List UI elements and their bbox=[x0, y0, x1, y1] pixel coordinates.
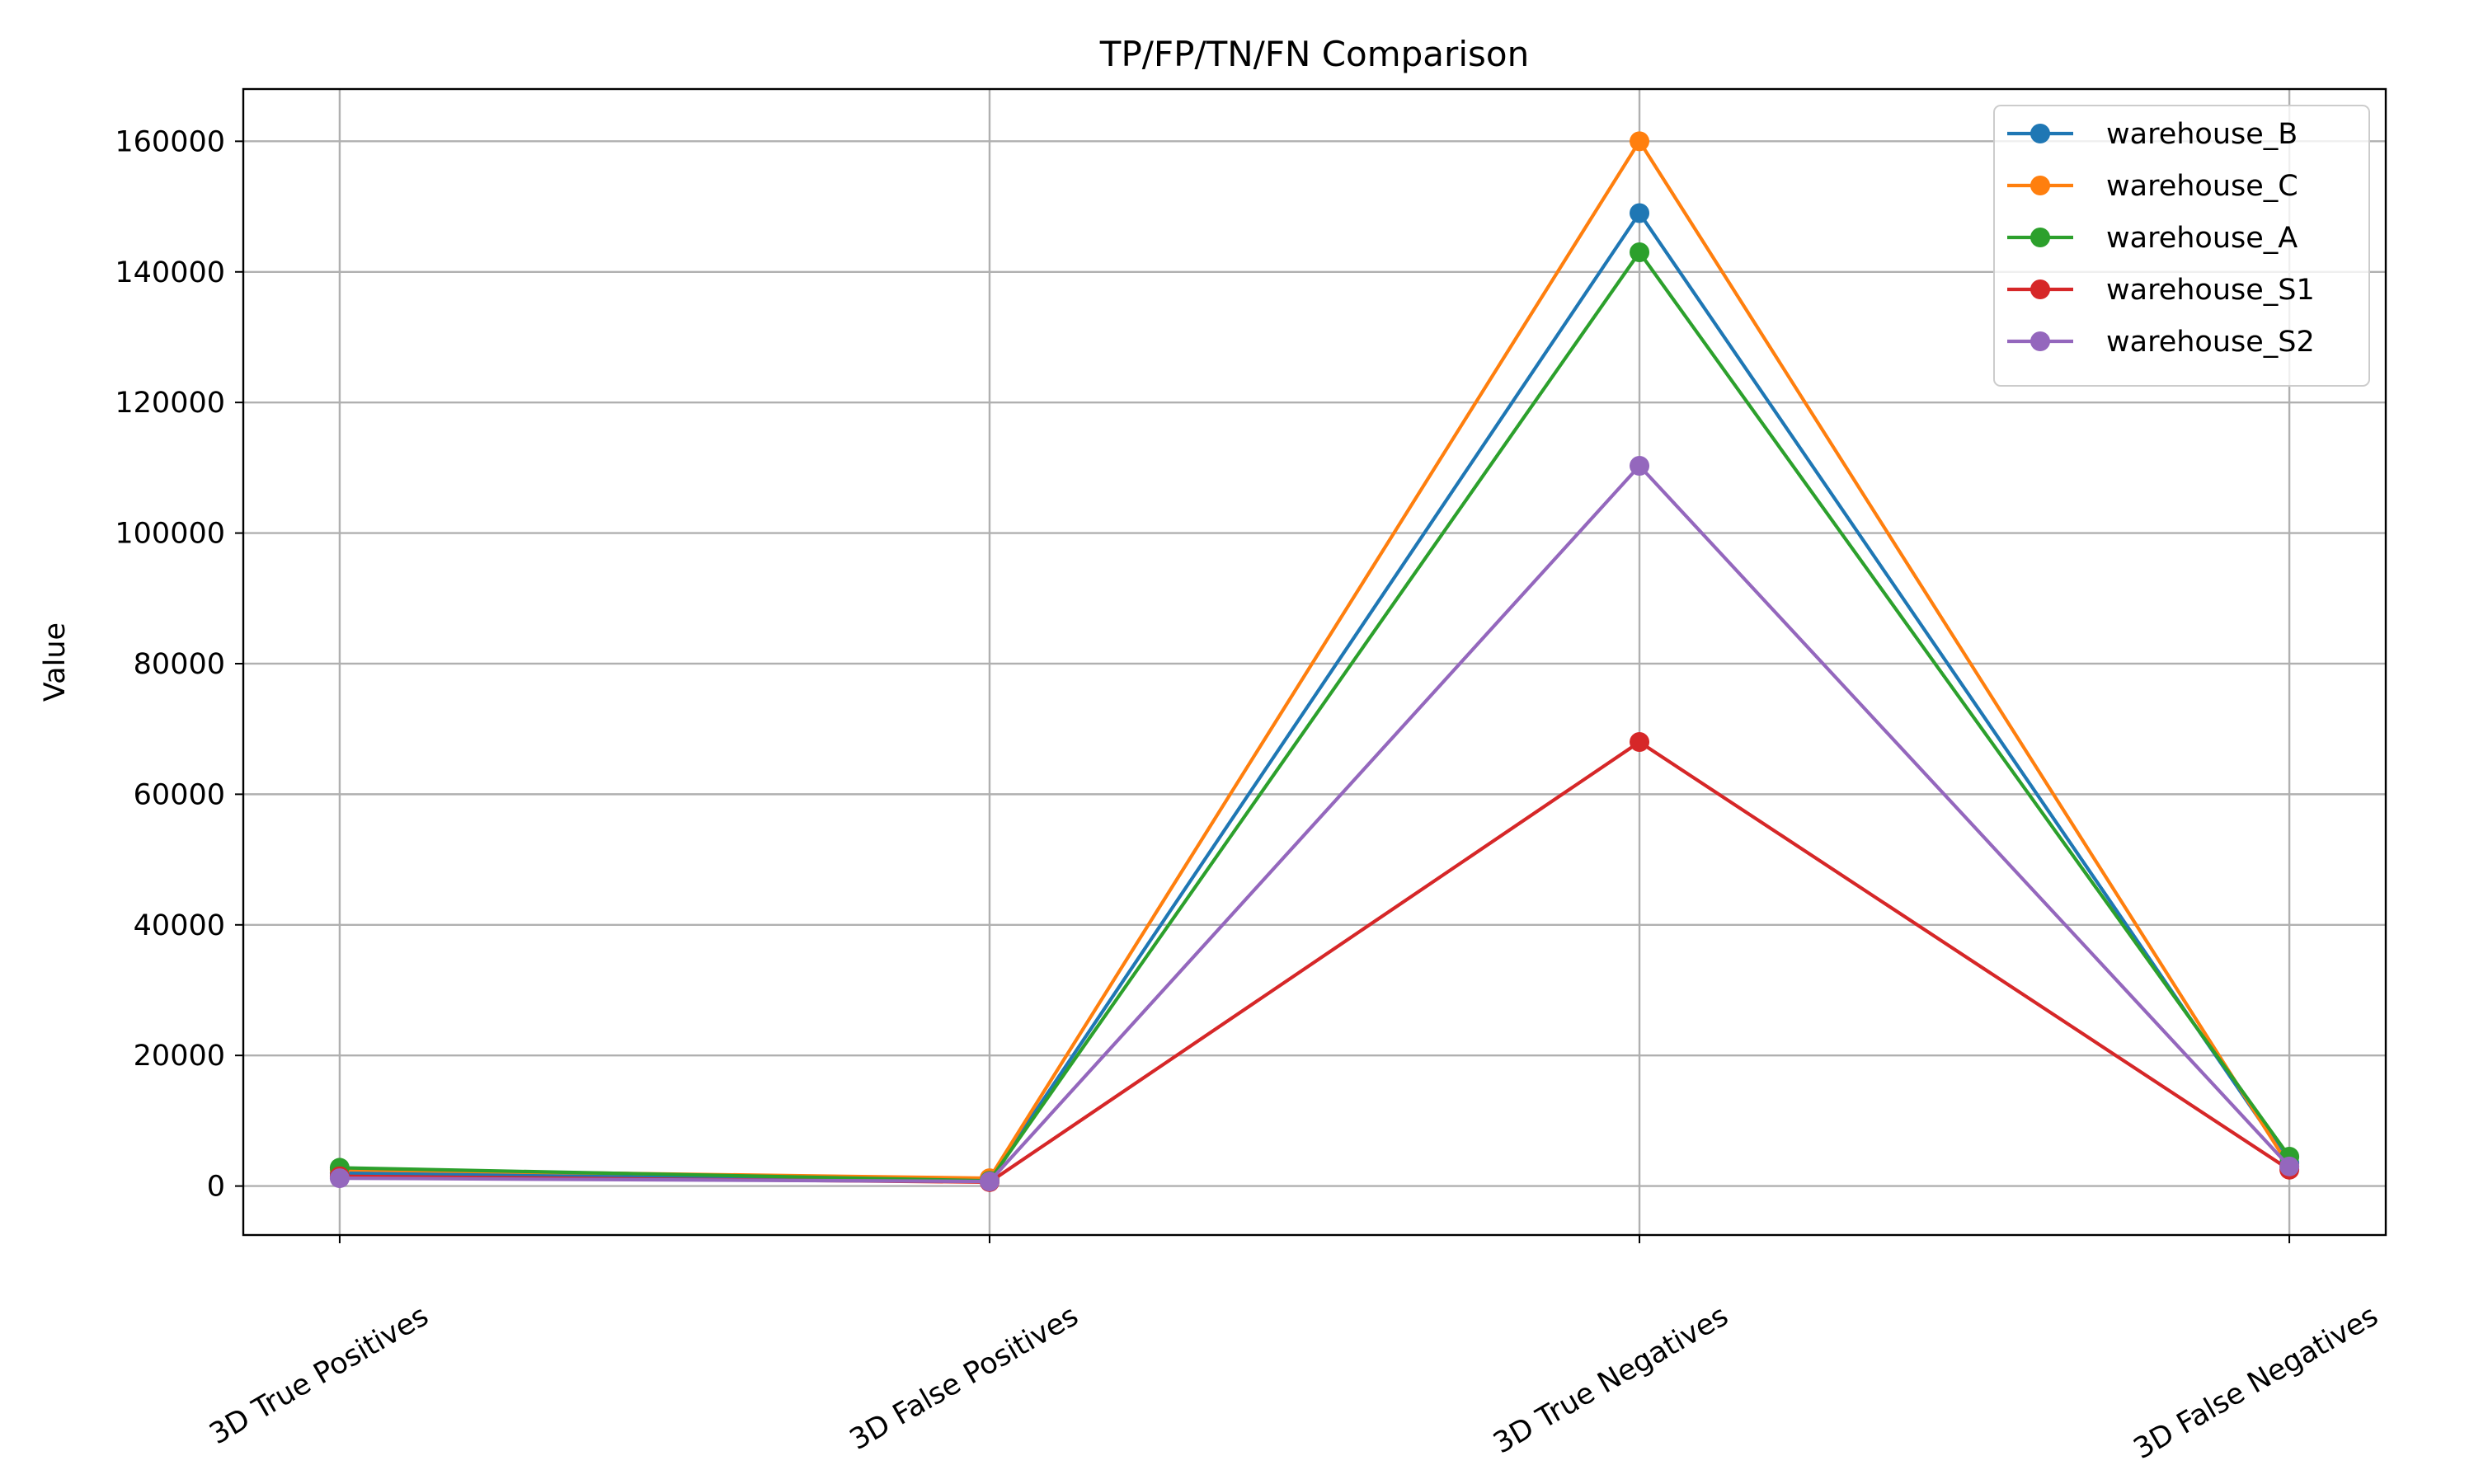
data-point bbox=[2279, 1156, 2300, 1176]
data-point bbox=[1630, 242, 1650, 263]
series-line bbox=[339, 211, 2291, 1181]
legend-label: warehouse_S1 bbox=[2106, 274, 2315, 307]
chart-title: TP/FP/TN/FN Comparison bbox=[1099, 34, 1529, 74]
y-tick-label: 120000 bbox=[115, 387, 225, 420]
data-point bbox=[1630, 131, 1650, 152]
data-point bbox=[1630, 455, 1650, 476]
legend-label: warehouse_A bbox=[2106, 222, 2298, 255]
y-tick-label: 160000 bbox=[115, 125, 225, 158]
y-tick-label: 100000 bbox=[115, 518, 225, 551]
y-tick-label: 60000 bbox=[134, 778, 225, 811]
legend-swatch-marker bbox=[2030, 279, 2050, 299]
y-tick-label: 20000 bbox=[134, 1040, 225, 1073]
y-tick-label: 40000 bbox=[134, 909, 225, 942]
legend: warehouse_B warehouse_C warehouse_Awarehou… bbox=[1993, 105, 2370, 387]
y-axis-label: Value bbox=[39, 622, 72, 702]
legend-label: warehouse_B bbox=[2106, 118, 2298, 151]
series-line bbox=[339, 250, 2291, 1183]
data-point bbox=[329, 1168, 350, 1189]
grid-lines bbox=[243, 89, 2386, 1235]
legend-label: warehouse_C bbox=[2106, 170, 2298, 203]
legend-swatch-marker bbox=[2030, 228, 2050, 247]
y-tick-label: 140000 bbox=[115, 256, 225, 289]
series-line bbox=[339, 463, 2291, 1184]
legend-swatch-marker bbox=[2030, 124, 2050, 143]
y-tick-label: 0 bbox=[207, 1171, 225, 1204]
legend-item: warehouse_S2 bbox=[2007, 326, 2315, 359]
legend-box bbox=[1993, 105, 2370, 387]
legend-swatch-marker bbox=[2030, 176, 2050, 195]
series-warehouse_S2 bbox=[329, 455, 2300, 1192]
y-tick-label: 80000 bbox=[134, 648, 225, 681]
data-point bbox=[979, 1172, 999, 1192]
data-point bbox=[1630, 732, 1650, 753]
data-point bbox=[1630, 203, 1650, 223]
series-lines bbox=[329, 131, 2300, 1192]
legend-label: warehouse_S2 bbox=[2106, 326, 2315, 359]
legend-item: warehouse_A bbox=[2007, 222, 2298, 255]
plot-frame bbox=[242, 87, 2387, 1237]
legend-item: warehouse_B bbox=[2007, 118, 2298, 151]
legend-item: warehouse_S1 bbox=[2007, 274, 2315, 307]
legend-swatch-marker bbox=[2030, 331, 2050, 351]
legend-item: warehouse_C bbox=[2007, 170, 2298, 203]
